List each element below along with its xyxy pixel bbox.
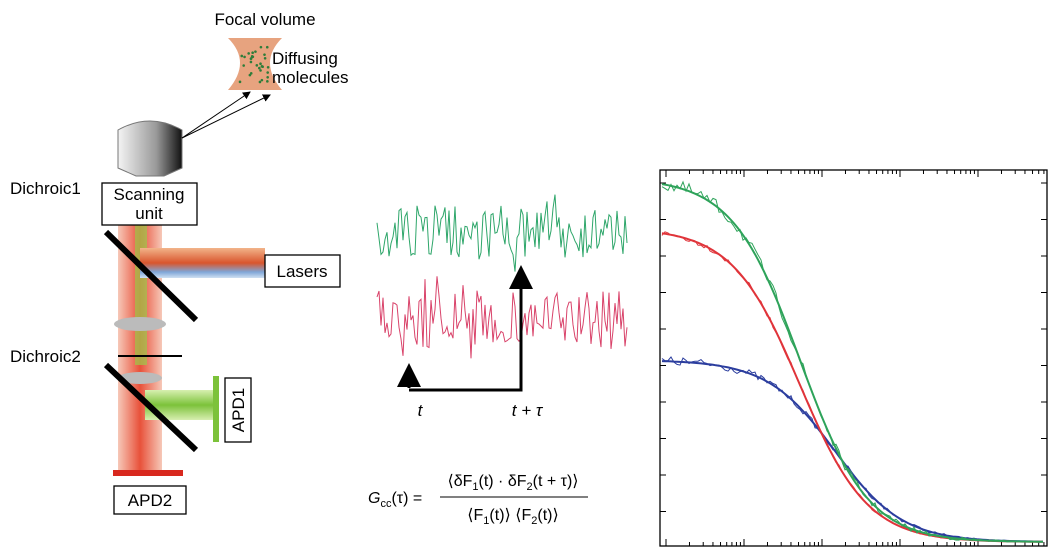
symbol: (t)⟩ bbox=[537, 507, 558, 524]
apd1-filter bbox=[213, 376, 219, 442]
molecule bbox=[243, 55, 246, 59]
symbol: (t) · δF bbox=[479, 473, 527, 490]
arrow bbox=[181, 94, 271, 139]
label: Lasers bbox=[276, 262, 327, 281]
molecule bbox=[259, 45, 263, 49]
molecule bbox=[258, 80, 262, 84]
molecule bbox=[263, 53, 266, 56]
arrow bbox=[409, 265, 533, 392]
molecule bbox=[258, 66, 261, 70]
denominator: ⟨F1(t)⟩ ⟨F2(t)⟩ bbox=[467, 507, 558, 527]
formula: Gcc(τ) = ⟨δF1(t) · δF2(t + τ)⟩ ⟨F1(t)⟩ ⟨… bbox=[368, 473, 588, 527]
label: t + τ bbox=[512, 401, 544, 420]
correlation-plot bbox=[659, 169, 1048, 547]
molecule bbox=[265, 45, 269, 49]
symbol: (τ) = bbox=[391, 490, 422, 507]
lens bbox=[118, 372, 162, 384]
focal-volume: Focal volume Diffusing molecules bbox=[181, 10, 349, 139]
label: molecules bbox=[272, 68, 349, 87]
fit-curve bbox=[661, 183, 1043, 543]
numerator: ⟨δF1(t) · δF2(t + τ)⟩ bbox=[447, 473, 578, 493]
molecule bbox=[266, 80, 269, 83]
fit-curve bbox=[661, 232, 1044, 543]
molecule bbox=[249, 57, 253, 61]
label: APD1 bbox=[229, 388, 248, 432]
molecule bbox=[260, 78, 264, 82]
apd2-box bbox=[113, 485, 187, 515]
apd1-box bbox=[224, 377, 252, 443]
molecule bbox=[238, 80, 242, 84]
molecule bbox=[242, 64, 245, 67]
molecule bbox=[266, 71, 269, 74]
molecule bbox=[259, 69, 262, 72]
laser-beam bbox=[140, 248, 265, 278]
molecule bbox=[263, 56, 267, 60]
molecule bbox=[251, 51, 254, 55]
molecule bbox=[254, 50, 257, 53]
molecule bbox=[255, 64, 259, 67]
green-trace bbox=[376, 194, 628, 272]
traces: t t + τ bbox=[376, 194, 628, 420]
symbol: (t + τ)⟩ bbox=[533, 473, 579, 490]
fit-curve bbox=[661, 360, 1043, 543]
objective bbox=[117, 120, 183, 177]
formula-lhs: Gcc(τ) = bbox=[368, 490, 422, 510]
dichroic-mirror bbox=[103, 229, 199, 323]
arrow bbox=[181, 91, 251, 139]
symbol: (t)⟩ ⟨F bbox=[489, 507, 531, 524]
label: Dichroic1 bbox=[10, 179, 81, 198]
symbol: G bbox=[368, 490, 380, 507]
label: APD2 bbox=[128, 491, 172, 510]
subscript: 1 bbox=[483, 515, 489, 527]
plot-frame bbox=[659, 169, 1048, 547]
molecules bbox=[238, 45, 270, 84]
lasers-box bbox=[264, 254, 341, 288]
molecule bbox=[259, 62, 262, 66]
lens bbox=[114, 317, 166, 331]
subscript: 2 bbox=[527, 481, 533, 493]
molecule bbox=[266, 75, 269, 79]
label: t bbox=[418, 401, 424, 420]
label: unit bbox=[135, 204, 163, 223]
label: Dichroic2 bbox=[10, 347, 81, 366]
molecule bbox=[266, 65, 270, 69]
data-curve bbox=[661, 356, 1043, 543]
molecule bbox=[247, 52, 250, 55]
subscript: 2 bbox=[531, 515, 537, 527]
title: Focal volume bbox=[214, 10, 315, 29]
label: Scanning bbox=[114, 185, 185, 204]
apd2-filter bbox=[113, 470, 183, 476]
microscope: Scanning unit Dichroic1 Lasers Dichroic2… bbox=[10, 120, 341, 515]
scanning-unit-box bbox=[101, 182, 198, 226]
label: Diffusing bbox=[272, 49, 338, 68]
dichroic-mirror bbox=[103, 362, 199, 453]
subscript: cc bbox=[380, 498, 392, 510]
molecule bbox=[261, 65, 264, 69]
data-curve bbox=[661, 231, 1044, 543]
molecule bbox=[250, 55, 254, 58]
symbol: ⟨δF bbox=[447, 473, 472, 490]
red-trace bbox=[376, 276, 628, 359]
molecule bbox=[248, 73, 252, 77]
molecule bbox=[240, 54, 244, 58]
symbol: ⟨F bbox=[467, 507, 483, 524]
subscript: 1 bbox=[472, 481, 478, 493]
beam bbox=[135, 225, 147, 365]
molecule bbox=[249, 72, 253, 75]
molecule bbox=[249, 60, 253, 64]
